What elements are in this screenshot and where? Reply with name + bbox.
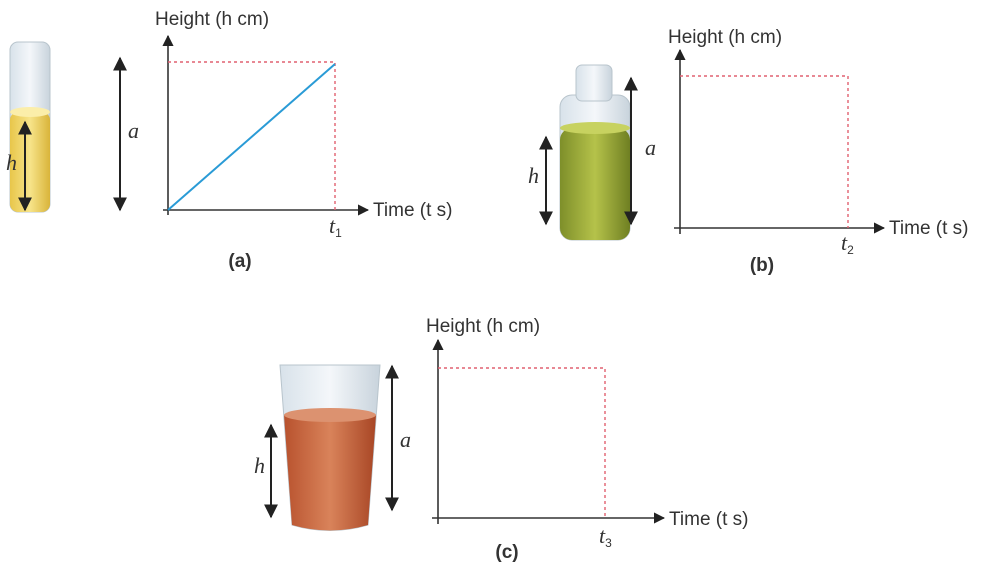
tick-base: t bbox=[599, 523, 606, 548]
liquid-surface bbox=[560, 122, 630, 134]
panel-c: h a Height (h cm) Time (t s) t3 (c) bbox=[254, 316, 749, 563]
time-tick: t1 bbox=[329, 213, 342, 240]
caption: (b) bbox=[750, 255, 774, 276]
container-label: a bbox=[645, 135, 656, 160]
y-axis-label: Height (h cm) bbox=[668, 27, 782, 48]
y-axis-label: Height (h cm) bbox=[155, 9, 269, 30]
guide-lines bbox=[680, 75, 849, 228]
tick-subscript: 2 bbox=[847, 243, 854, 257]
caption: (a) bbox=[228, 251, 251, 272]
tick-base: t bbox=[329, 213, 336, 238]
tick-base: t bbox=[841, 230, 848, 255]
x-axis-label: Time (t s) bbox=[373, 200, 453, 221]
time-tick: t3 bbox=[599, 523, 612, 550]
height-line bbox=[167, 63, 336, 211]
y-axis-label: Height (h cm) bbox=[426, 316, 540, 337]
liquid bbox=[560, 128, 630, 240]
tick-subscript: 3 bbox=[605, 536, 612, 550]
time-tick: t2 bbox=[841, 230, 854, 257]
height-label: h bbox=[254, 453, 265, 478]
x-axis-label: Time (t s) bbox=[669, 509, 749, 530]
panel-a: h a Height (h cm) Time (t s) t1 (a) bbox=[6, 9, 453, 272]
caption: (c) bbox=[495, 542, 518, 563]
liquid-surface bbox=[10, 107, 50, 117]
panel-b: h a Height (h cm) Time (t s) t2 (b) bbox=[528, 27, 969, 276]
tick-subscript: 1 bbox=[335, 226, 342, 240]
height-label: h bbox=[528, 163, 539, 188]
guide-lines bbox=[168, 61, 336, 210]
guide-lines bbox=[438, 367, 606, 518]
height-label: h bbox=[6, 150, 17, 175]
liquid-surface bbox=[284, 408, 376, 422]
container-label: a bbox=[128, 118, 139, 143]
bottle-neck bbox=[575, 64, 613, 102]
liquid bbox=[284, 415, 376, 531]
container-label: a bbox=[400, 427, 411, 452]
x-axis-label: Time (t s) bbox=[889, 218, 969, 239]
